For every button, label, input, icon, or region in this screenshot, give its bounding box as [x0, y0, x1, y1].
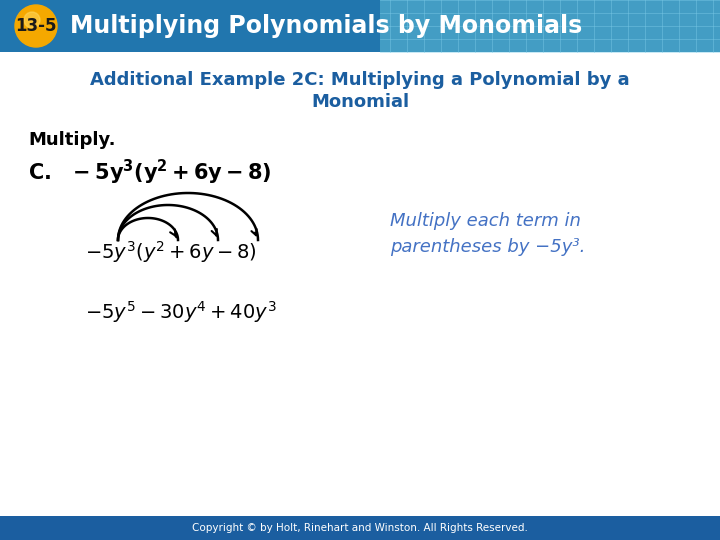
Text: Multiply.: Multiply.: [28, 131, 115, 149]
Text: 13-5: 13-5: [15, 17, 57, 35]
Text: $-5y^3(y^2+6y-8)$: $-5y^3(y^2+6y-8)$: [85, 239, 257, 265]
Text: $-5y^5-30y^4+40y^3$: $-5y^5-30y^4+40y^3$: [85, 299, 276, 325]
Text: Copyright © by Holt, Rinehart and Winston. All Rights Reserved.: Copyright © by Holt, Rinehart and Winsto…: [192, 523, 528, 533]
Circle shape: [24, 12, 40, 28]
Text: Multiply each term in
parentheses by −5y³.: Multiply each term in parentheses by −5y…: [390, 212, 585, 256]
Text: $\mathbf{C.\ \ -5y^3(y^2+6y-8)}$: $\mathbf{C.\ \ -5y^3(y^2+6y-8)}$: [28, 157, 271, 187]
FancyBboxPatch shape: [0, 0, 720, 52]
Text: Additional Example 2C: Multiplying a Polynomial by a: Additional Example 2C: Multiplying a Pol…: [90, 71, 630, 89]
Circle shape: [15, 5, 57, 47]
FancyBboxPatch shape: [380, 0, 720, 52]
FancyBboxPatch shape: [0, 516, 720, 540]
Text: Multiplying Polynomials by Monomials: Multiplying Polynomials by Monomials: [70, 14, 582, 38]
Text: Monomial: Monomial: [311, 93, 409, 111]
